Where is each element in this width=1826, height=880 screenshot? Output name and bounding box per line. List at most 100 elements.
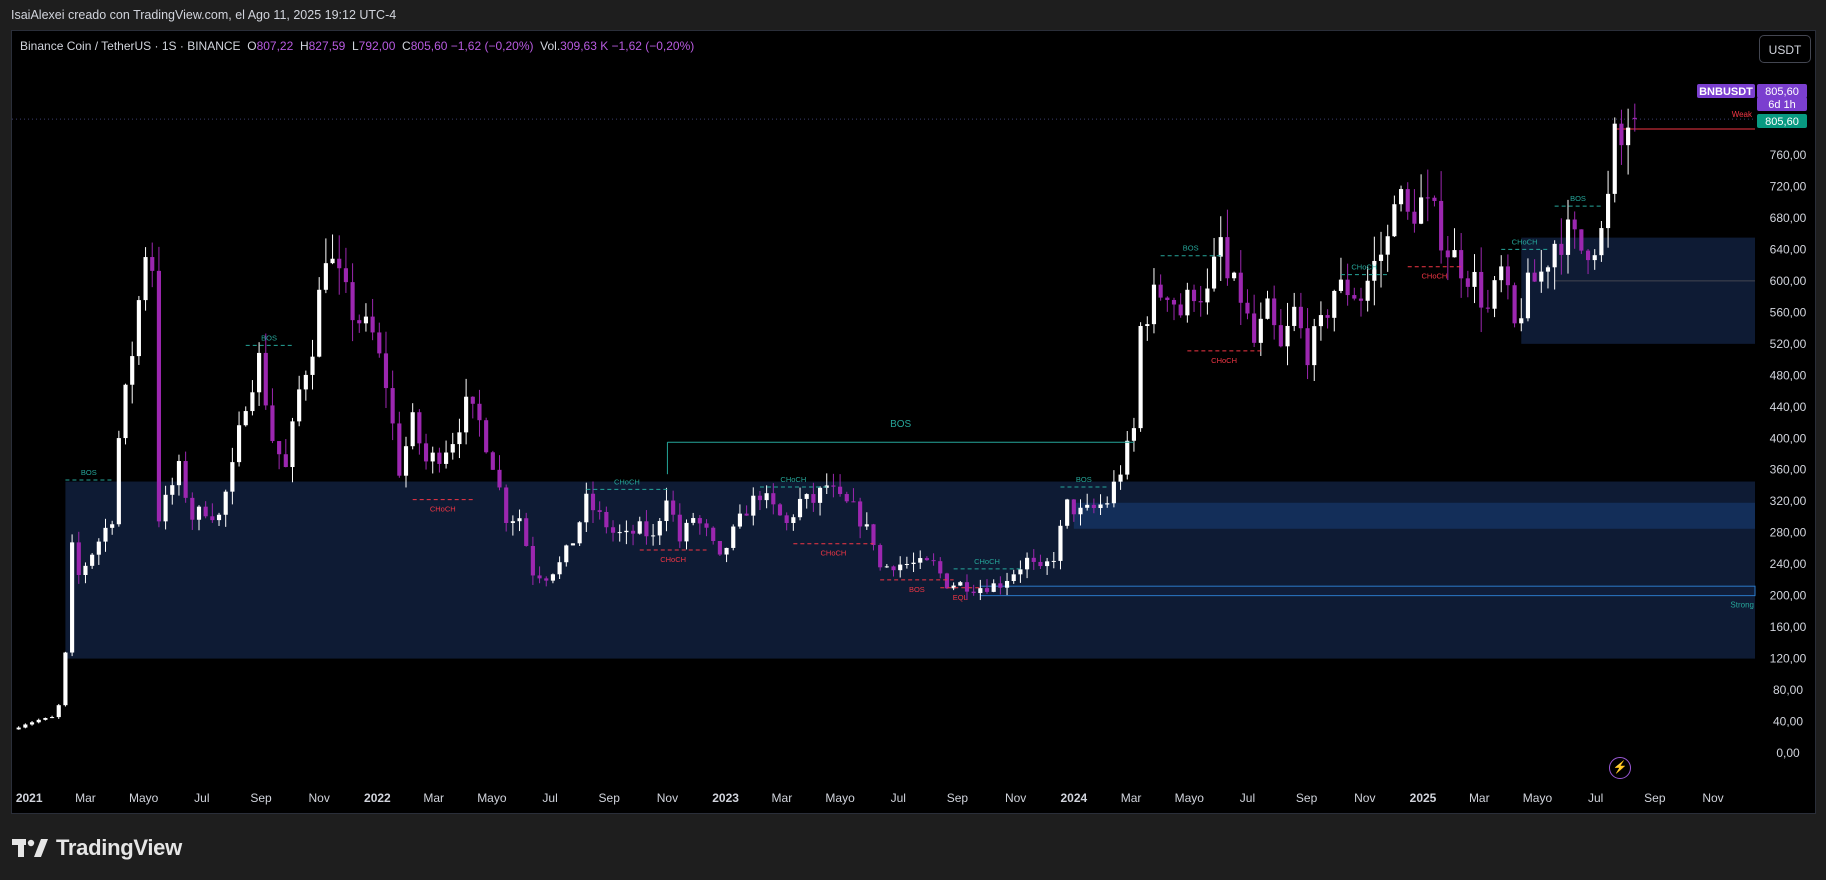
- candle: [210, 503, 215, 523]
- candle-body: [1105, 503, 1110, 505]
- candle: [130, 341, 135, 404]
- structure-label: CHoCH: [974, 557, 1000, 566]
- x-tick-label: Mar: [1121, 791, 1142, 805]
- candle-body: [1459, 250, 1464, 279]
- candle: [1405, 182, 1410, 220]
- candle-body: [797, 498, 803, 518]
- candle-body: [744, 513, 749, 516]
- candle-body: [604, 511, 609, 528]
- x-tick-label: Mayo: [825, 791, 855, 805]
- candle: [1525, 258, 1531, 322]
- candle-body: [1265, 298, 1270, 319]
- flash-icon[interactable]: ⚡: [1609, 757, 1631, 779]
- candle: [283, 439, 288, 468]
- y-tick-label: 280,00: [1770, 526, 1807, 540]
- candle: [838, 474, 843, 497]
- candle: [1512, 282, 1517, 328]
- candle-body: [283, 454, 288, 468]
- candle: [477, 389, 482, 437]
- candle: [343, 247, 348, 293]
- candle-body: [130, 356, 135, 385]
- structure-label: BOS: [1570, 194, 1586, 203]
- candle: [310, 339, 315, 390]
- candle: [504, 484, 509, 532]
- candle: [1619, 109, 1624, 165]
- y-tick-label: 120,00: [1770, 652, 1807, 666]
- symbol-name[interactable]: Binance Coin / TetherUS · 1S · BINANCE: [20, 39, 241, 53]
- candle-body: [323, 263, 328, 290]
- candle: [584, 482, 589, 532]
- candle: [1118, 465, 1123, 490]
- chart-frame[interactable]: [11, 30, 1816, 814]
- candle: [216, 512, 222, 526]
- y-tick-label: 480,00: [1770, 368, 1807, 382]
- candle: [437, 447, 442, 473]
- y-tick-label: 600,00: [1770, 274, 1807, 288]
- candle-body: [236, 425, 242, 463]
- candle-body: [951, 585, 956, 589]
- candle-body: [651, 535, 656, 537]
- candle-body: [317, 289, 322, 357]
- candle-body: [971, 591, 976, 594]
- structure-label: BOS: [890, 419, 911, 430]
- candle: [243, 406, 248, 427]
- structure-label: BOS: [1076, 475, 1092, 484]
- tradingview-mark-icon: [12, 839, 48, 857]
- candle: [1392, 195, 1397, 238]
- candle: [1285, 302, 1290, 366]
- candle-body: [216, 514, 222, 521]
- candle: [791, 514, 796, 531]
- candle: [1025, 552, 1030, 579]
- candle: [196, 505, 202, 531]
- candle-body: [871, 524, 876, 546]
- x-tick-label: Nov: [309, 791, 330, 805]
- candle-body: [1211, 256, 1217, 289]
- candle: [357, 314, 362, 333]
- candle: [1145, 316, 1150, 341]
- candle: [1365, 266, 1370, 312]
- candle: [1432, 195, 1437, 207]
- candle-body: [1419, 197, 1424, 224]
- y-tick-label: 160,00: [1770, 620, 1807, 634]
- currency-button[interactable]: USDT: [1759, 35, 1811, 63]
- candle-body: [90, 554, 95, 566]
- candle-body: [771, 493, 776, 505]
- candle-body: [517, 518, 522, 522]
- attribution-bar: IsaiAlexei creado con TradingView.com, e…: [0, 0, 1826, 30]
- candle: [704, 519, 709, 537]
- candle: [1091, 498, 1096, 514]
- candle: [624, 520, 629, 545]
- candle-body: [891, 566, 896, 571]
- y-tick-label: 200,00: [1770, 589, 1807, 603]
- candle-body: [918, 558, 923, 563]
- candle-body: [1272, 298, 1277, 326]
- candle: [263, 333, 268, 410]
- candle: [1378, 231, 1384, 288]
- price-badge-label: 6d 1h: [1768, 99, 1796, 111]
- candle: [924, 556, 929, 561]
- candle-body: [156, 270, 161, 522]
- x-tick-label: Mar: [75, 791, 96, 805]
- candle-body: [791, 517, 796, 524]
- candle-body: [864, 524, 869, 527]
- candle: [236, 411, 242, 467]
- candle: [417, 409, 422, 455]
- candle: [1278, 309, 1283, 348]
- low-label: L: [351, 39, 359, 53]
- candle: [497, 455, 502, 491]
- candle-body: [477, 403, 482, 421]
- candle-body: [1519, 318, 1524, 324]
- structure-label: CHoCH: [1211, 356, 1237, 365]
- candle-body: [1125, 440, 1130, 475]
- candle-body: [737, 513, 742, 527]
- candle-body: [1432, 197, 1437, 201]
- candle: [1352, 287, 1357, 301]
- candle: [1425, 169, 1430, 222]
- candle: [671, 490, 676, 522]
- candle-body: [1599, 228, 1604, 256]
- candle: [911, 552, 916, 573]
- candle-body: [1138, 325, 1143, 429]
- price-badge-label: 805,60: [1765, 86, 1799, 98]
- x-tick-label: Mar: [423, 791, 444, 805]
